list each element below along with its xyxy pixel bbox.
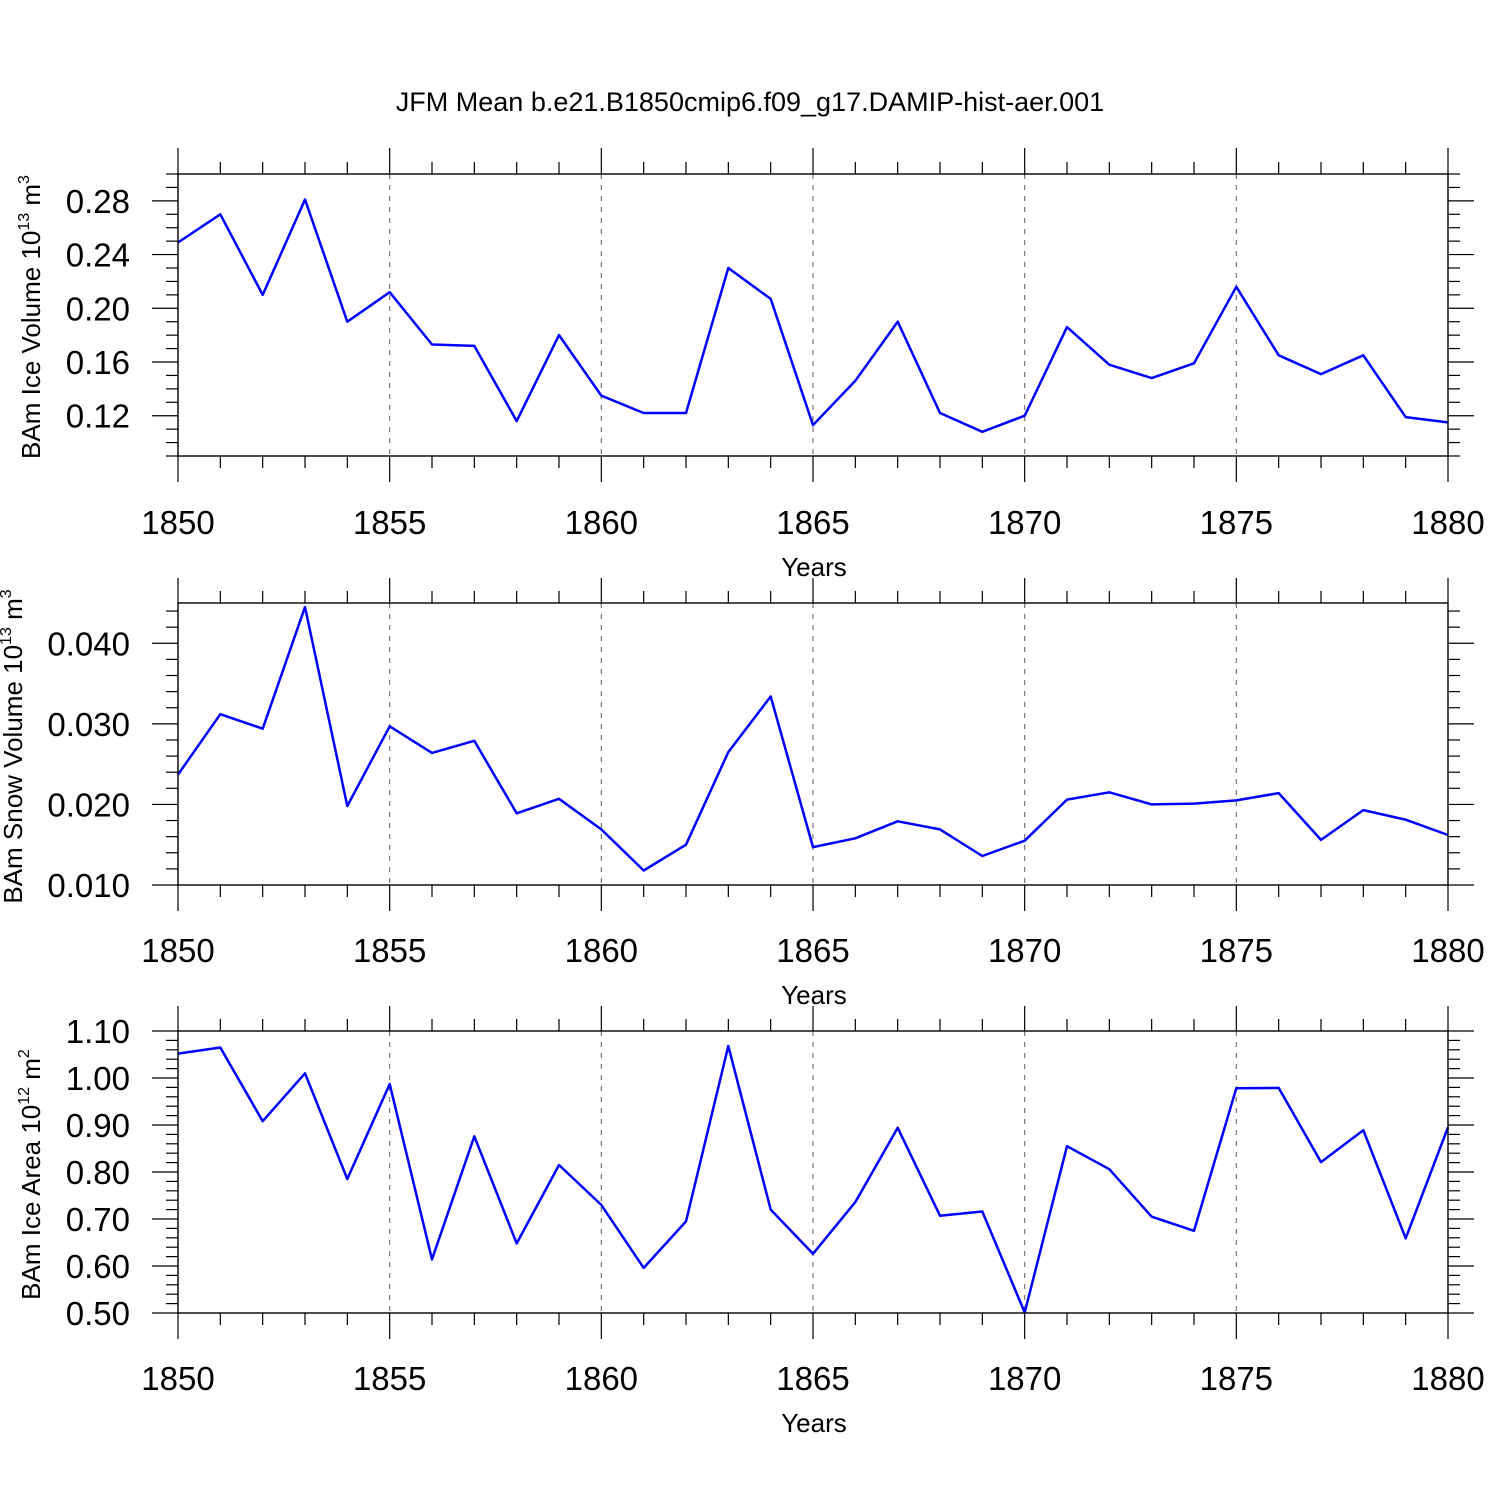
- x-tick-label: 1870: [988, 932, 1061, 969]
- x-tick-label: 1855: [353, 932, 426, 969]
- y-tick-label: 0.010: [47, 867, 130, 904]
- series-line: [177, 1044, 1450, 1314]
- x-tick-label: 1850: [141, 932, 214, 969]
- y-axis-label: BAm Ice Area 1012 m2: [16, 1049, 46, 1300]
- x-axis-label: Years: [781, 1408, 847, 1438]
- y-tick-label: 0.70: [66, 1201, 130, 1238]
- y-tick-label: 0.28: [66, 183, 130, 220]
- x-tick-label: 1865: [776, 932, 849, 969]
- x-tick-label: 1880: [1411, 1360, 1484, 1397]
- y-tick-label: 0.030: [47, 706, 130, 743]
- x-tick-label: 1880: [1411, 932, 1484, 969]
- plot-frame: [177, 173, 1449, 457]
- x-tick-label: 1875: [1200, 932, 1273, 969]
- panel-1: 1850 1855 1860 1865 1870 1875 1880 0.12 0.16 0.20…: [16, 148, 1485, 582]
- x-tick-label: 1855: [353, 504, 426, 541]
- x-tick-label: 1860: [565, 1360, 638, 1397]
- x-axis-label: Years: [781, 980, 847, 1010]
- figure-title: JFM Mean b.e21.B1850cmip6.f09_g17.DAMIP-…: [396, 87, 1104, 117]
- y-tick-label: 0.60: [66, 1248, 130, 1285]
- panel-3: 1850 1855 1860 1865 1870 1875 1880 0.50 0.60 0.70…: [16, 1006, 1485, 1438]
- y-axis-label: BAm Snow Volume 1013 m3: [0, 589, 28, 903]
- y-tick-label: 0.12: [66, 398, 130, 435]
- panel-2: 1850 1855 1860 1865 1870 1875 1880 0.010 0.020 0.…: [0, 578, 1485, 1010]
- y-tick-label: 0.80: [66, 1154, 130, 1191]
- x-tick-label: 1875: [1200, 504, 1273, 541]
- y-tick-label: 0.040: [47, 625, 130, 662]
- y-tick-label: 0.20: [66, 290, 130, 327]
- y-tick-label: 1.00: [66, 1060, 130, 1097]
- x-tick-label: 1865: [776, 504, 849, 541]
- y-tick-label: 0.16: [66, 344, 130, 381]
- plot-frame: [177, 1030, 1449, 1314]
- x-tick-label: 1850: [141, 1360, 214, 1397]
- x-tick-label: 1865: [776, 1360, 849, 1397]
- series-line: [177, 198, 1449, 434]
- y-axis-label: BAm Ice Volume 1013 m3: [16, 175, 46, 459]
- x-tick-label: 1860: [565, 504, 638, 541]
- y-tick-label: 0.90: [66, 1107, 130, 1144]
- y-tick-label: 0.020: [47, 786, 130, 823]
- y-tick-label: 0.50: [66, 1295, 130, 1332]
- x-tick-label: 1860: [565, 932, 638, 969]
- x-tick-label: 1855: [353, 1360, 426, 1397]
- x-tick-label: 1870: [988, 504, 1061, 541]
- x-tick-label: 1870: [988, 1360, 1061, 1397]
- x-tick-label: 1875: [1200, 1360, 1273, 1397]
- series-line: [176, 605, 1449, 872]
- x-tick-label: 1880: [1411, 504, 1484, 541]
- y-tick-label: 0.24: [66, 237, 130, 274]
- y-tick-label: 1.10: [66, 1013, 130, 1050]
- x-tick-label: 1850: [141, 504, 214, 541]
- x-axis-label: Years: [781, 552, 847, 582]
